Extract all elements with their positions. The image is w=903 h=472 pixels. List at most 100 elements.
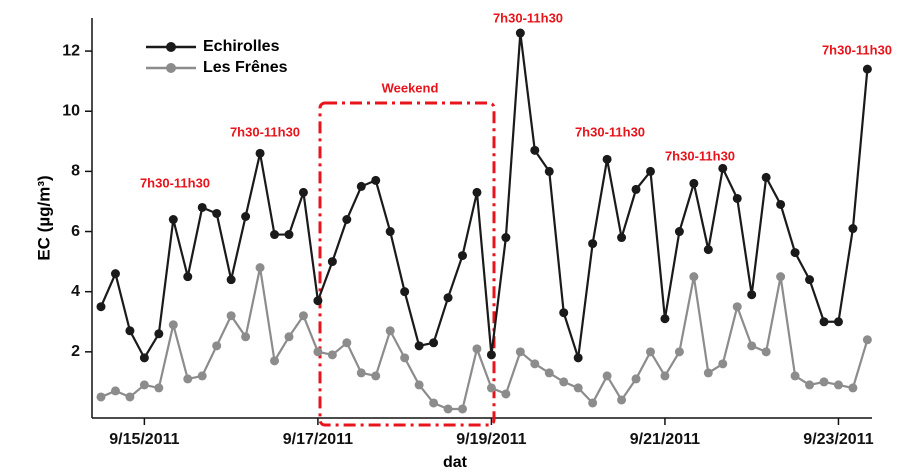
point <box>530 359 540 369</box>
point <box>515 347 525 357</box>
point <box>241 332 251 342</box>
point <box>342 338 352 348</box>
point <box>645 347 655 357</box>
point <box>747 290 757 300</box>
point <box>805 275 815 285</box>
point <box>110 386 120 396</box>
annotation: 7h30-11h30 <box>140 175 210 190</box>
point <box>313 296 323 306</box>
series-line <box>100 267 869 411</box>
point <box>168 215 178 225</box>
annotation: 7h30-11h30 <box>665 148 735 163</box>
y-tick-label: 10 <box>62 102 80 119</box>
point <box>631 374 641 384</box>
point <box>458 251 467 261</box>
point <box>660 314 670 324</box>
point <box>833 380 843 390</box>
point <box>429 338 439 348</box>
x-tick-label: 9/21/2011 <box>630 431 700 448</box>
point <box>371 175 381 185</box>
point <box>703 245 713 255</box>
legend-label: Les Frênes <box>203 59 288 76</box>
point <box>674 347 684 357</box>
point <box>400 353 410 363</box>
point <box>342 215 352 225</box>
point <box>862 64 872 74</box>
point <box>544 368 554 378</box>
annotation: 7h30-11h30 <box>822 42 892 57</box>
x-tick-label: 9/23/2011 <box>803 431 873 448</box>
point <box>559 308 569 318</box>
point <box>674 227 684 237</box>
point <box>197 371 207 381</box>
point <box>443 404 453 414</box>
y-tick-label: 4 <box>71 283 80 300</box>
point <box>212 208 222 218</box>
annotation: 7h30-11h30 <box>230 124 300 139</box>
point <box>645 166 655 176</box>
point <box>255 263 265 273</box>
point <box>385 227 395 237</box>
point <box>689 178 699 188</box>
point <box>819 377 829 387</box>
y-tick-label: 8 <box>71 163 80 180</box>
point <box>139 380 149 390</box>
annotation: Weekend <box>382 80 439 95</box>
point <box>790 248 800 258</box>
point <box>501 233 511 243</box>
point <box>761 172 771 182</box>
annotation: 7h30-11h30 <box>575 124 645 139</box>
point <box>559 377 569 387</box>
point <box>298 311 308 321</box>
point <box>212 341 222 351</box>
x-tick-label: 9/19/2011 <box>456 431 526 448</box>
point <box>385 326 395 336</box>
point <box>732 193 742 203</box>
point <box>588 398 598 408</box>
point <box>848 224 858 234</box>
point <box>732 302 742 312</box>
point <box>284 230 294 240</box>
point <box>747 341 757 351</box>
point <box>602 154 612 164</box>
point <box>776 199 786 209</box>
point <box>154 329 164 339</box>
series-line <box>99 32 869 361</box>
point <box>486 383 496 393</box>
point <box>862 335 872 345</box>
point <box>183 272 193 282</box>
point <box>573 353 583 363</box>
point <box>168 320 178 330</box>
y-tick-label: 6 <box>71 223 80 240</box>
point <box>660 371 670 381</box>
point <box>400 287 410 297</box>
point <box>718 163 728 173</box>
point <box>486 350 496 360</box>
point <box>356 368 366 378</box>
y-tick-label: 12 <box>62 42 80 59</box>
legend-marker <box>166 63 176 73</box>
point <box>588 239 598 249</box>
point <box>790 371 800 381</box>
point <box>96 302 106 312</box>
point <box>833 317 843 327</box>
point <box>544 166 554 176</box>
x-axis-label: dat <box>443 454 468 471</box>
point <box>270 230 280 240</box>
weekend-box <box>318 101 496 427</box>
point <box>284 332 294 342</box>
point <box>139 353 149 363</box>
point <box>270 356 280 366</box>
x-tick-label: 9/17/2011 <box>283 431 353 448</box>
point <box>154 383 164 393</box>
point <box>327 257 337 267</box>
annotation: 7h30-11h30 <box>493 10 563 25</box>
point <box>761 347 771 357</box>
point <box>631 184 641 194</box>
point <box>356 181 366 191</box>
point <box>110 269 120 279</box>
point <box>530 145 540 155</box>
point <box>197 202 207 212</box>
point <box>125 326 135 336</box>
